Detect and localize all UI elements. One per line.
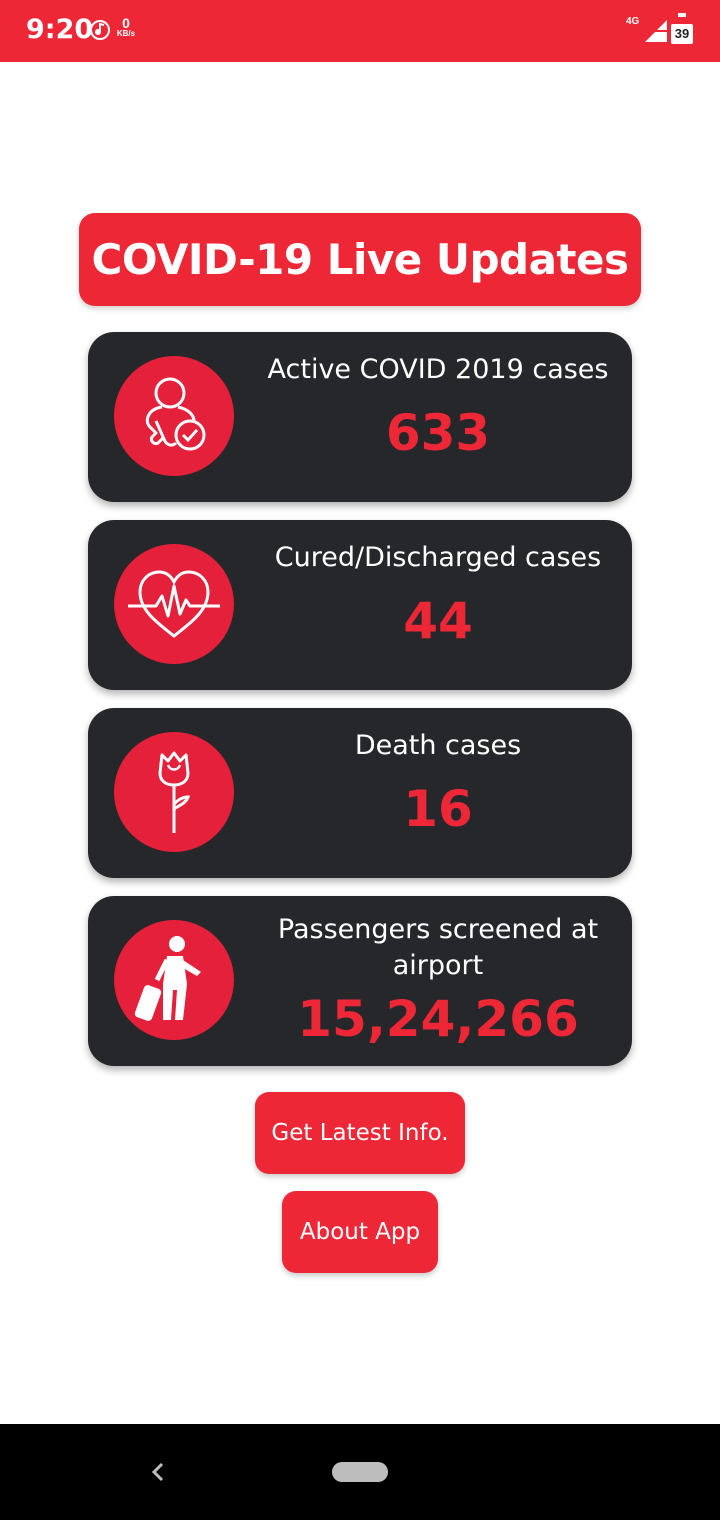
home-pill-button[interactable] xyxy=(332,1462,388,1482)
death-cases-value: 16 xyxy=(403,780,473,838)
network-type: 4G xyxy=(626,16,640,27)
status-bar: 9:20 0 KB/s 4G 39 xyxy=(0,0,720,62)
active-cases-label: Active COVID 2019 cases xyxy=(267,354,609,385)
cured-cases-value: 44 xyxy=(403,592,473,650)
status-time: 9:20 xyxy=(26,14,94,45)
back-icon[interactable] xyxy=(146,1458,170,1486)
get-latest-info-button[interactable]: Get Latest Info. xyxy=(255,1092,465,1174)
passengers-label: Passengers screened at airport xyxy=(277,914,599,981)
traveler-luggage-icon xyxy=(114,920,234,1040)
signal-icon xyxy=(645,20,667,42)
rose-icon xyxy=(114,732,234,852)
navigation-bar xyxy=(0,1424,720,1520)
cured-cases-label: Cured/Discharged cases xyxy=(274,542,602,573)
cured-cases-card: Cured/Discharged cases 44 xyxy=(88,520,632,690)
patient-check-icon xyxy=(114,356,234,476)
about-app-button[interactable]: About App xyxy=(282,1191,438,1273)
network-speed-unit: KB/s xyxy=(116,29,136,38)
active-cases-value: 633 xyxy=(385,404,491,462)
battery-icon: 39 xyxy=(671,13,693,44)
passengers-card: Passengers screened at airport 15,24,266 xyxy=(88,896,632,1066)
network-speed-value: 0 xyxy=(122,15,130,31)
network-speed: 0 KB/s xyxy=(114,16,138,38)
heart-pulse-icon xyxy=(114,544,234,664)
death-cases-card: Death cases 16 xyxy=(88,708,632,878)
battery-level: 39 xyxy=(671,24,693,44)
death-cases-label: Death cases xyxy=(354,730,522,761)
page-title: COVID-19 Live Updates xyxy=(79,213,641,306)
active-cases-card: Active COVID 2019 cases 633 xyxy=(88,332,632,502)
music-app-icon xyxy=(90,20,110,40)
passengers-value: 15,24,266 xyxy=(297,990,579,1048)
